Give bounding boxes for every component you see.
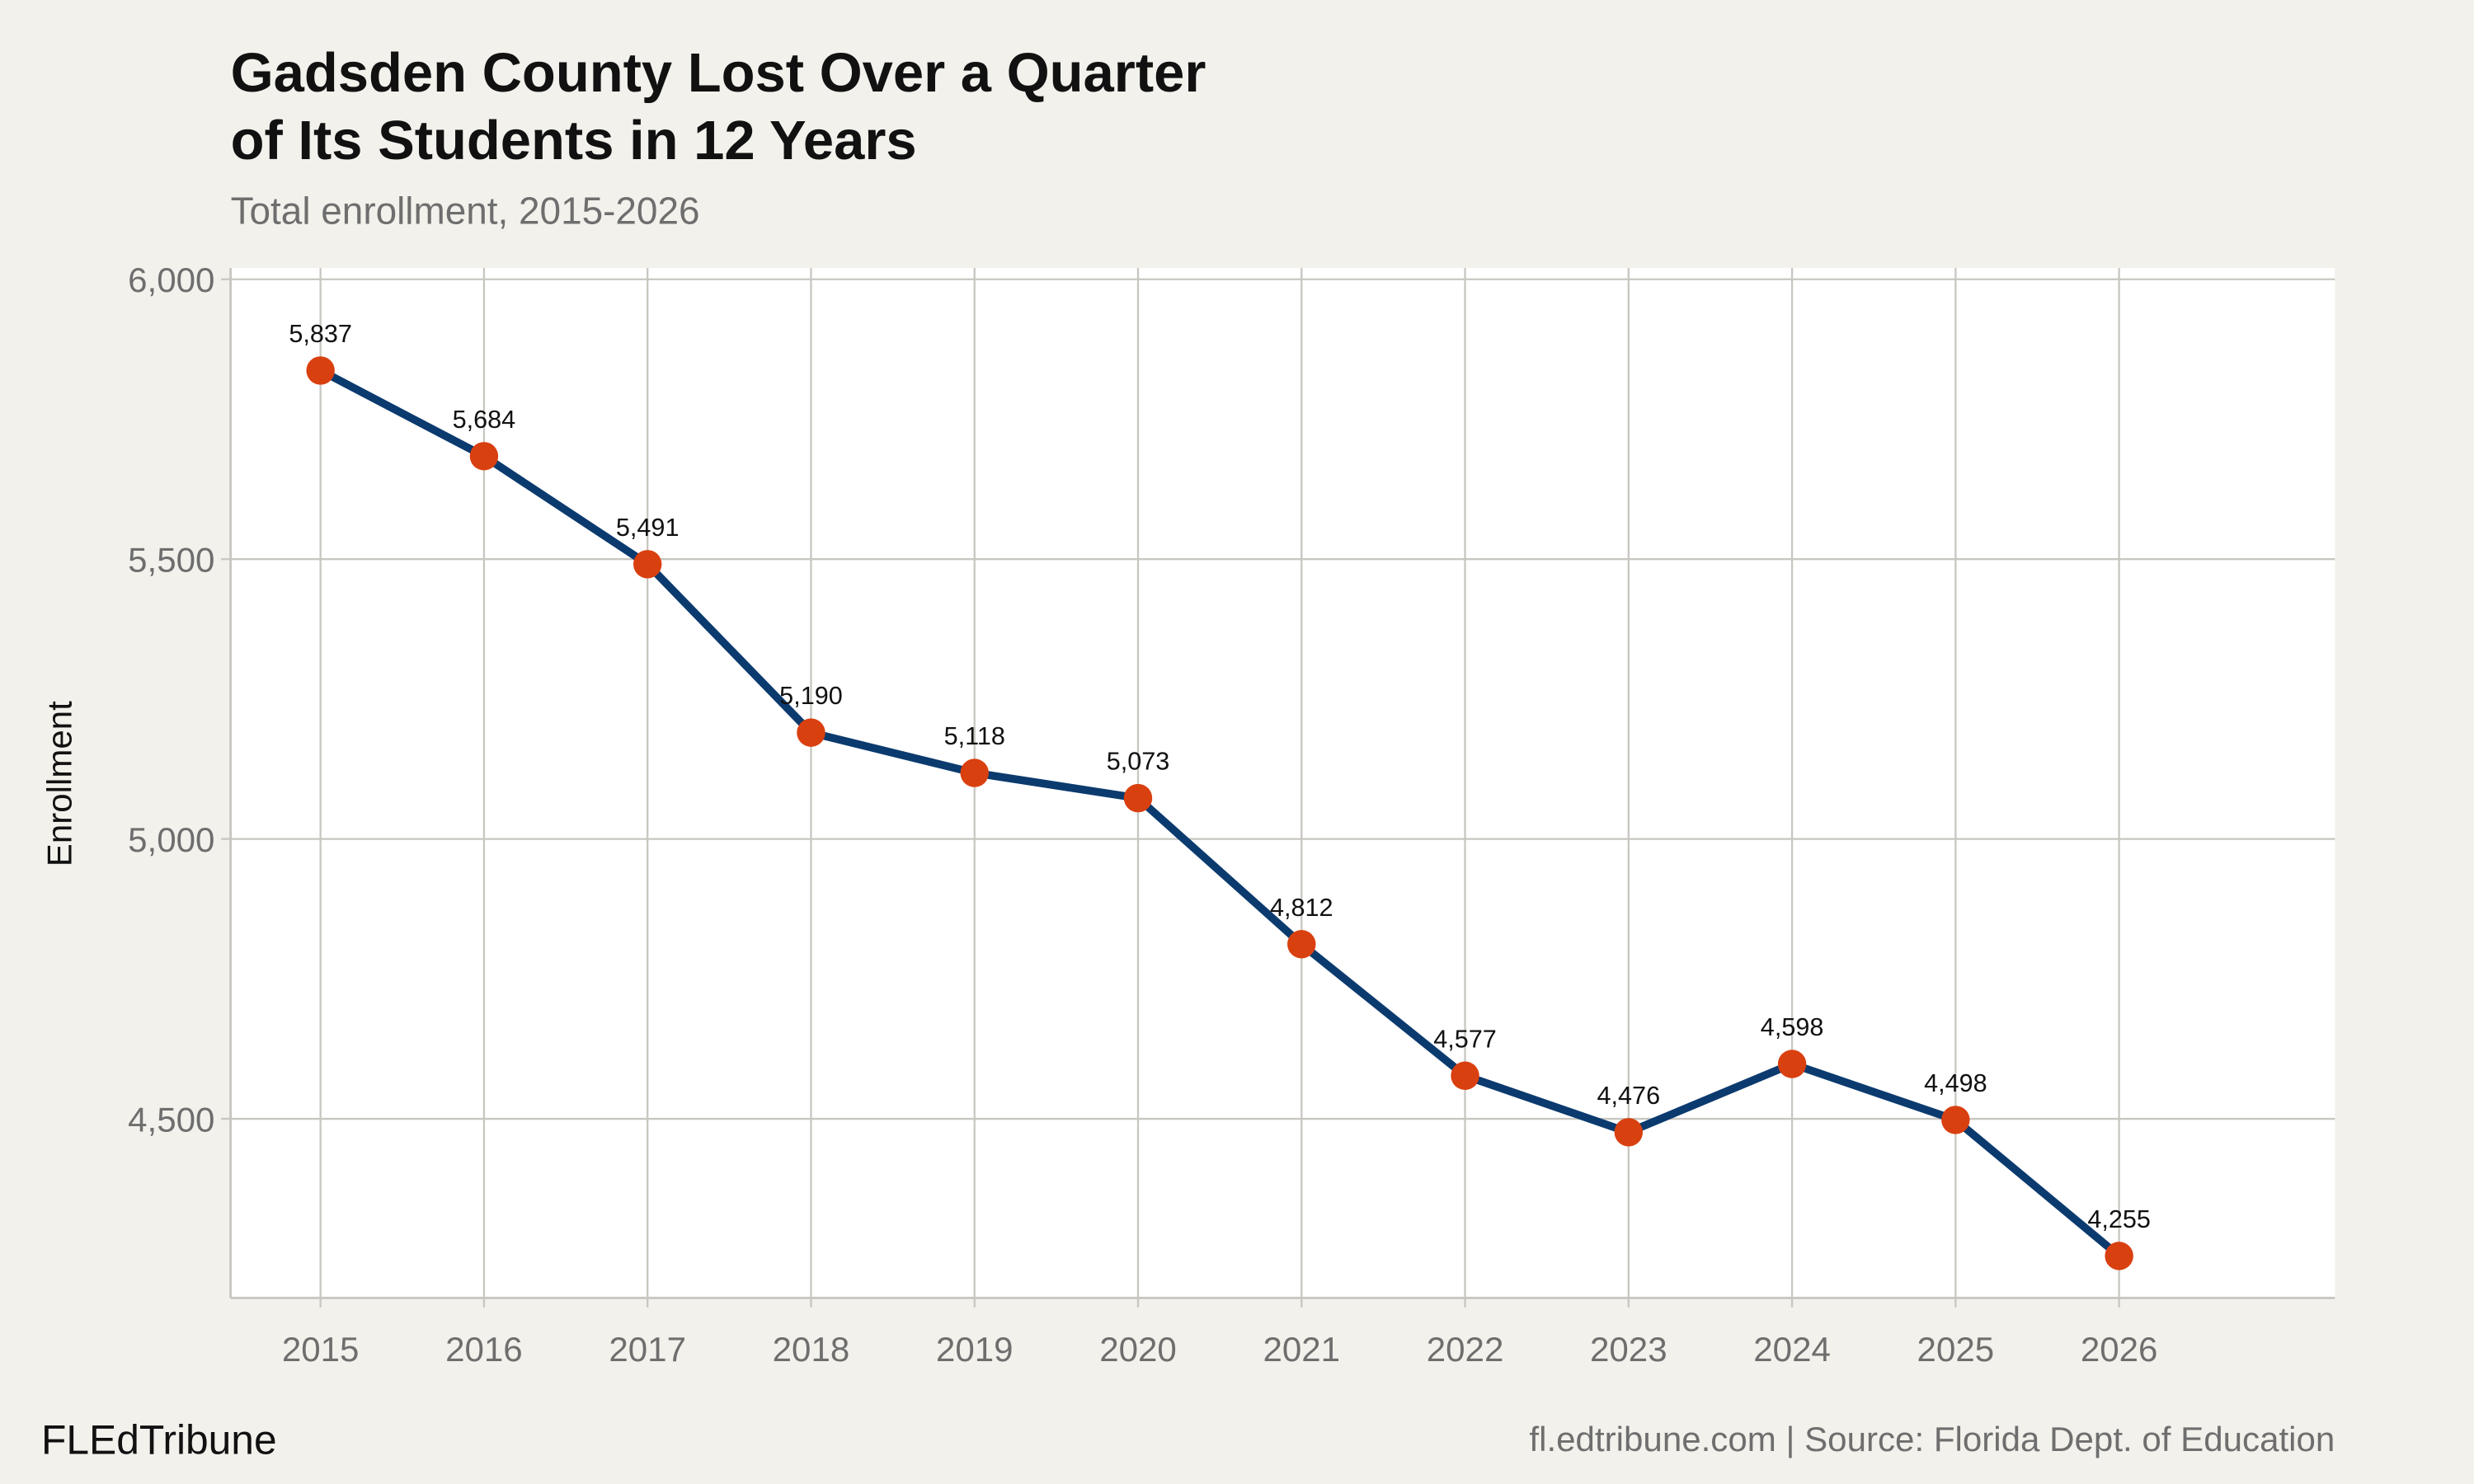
chart-title: of Its Students in 12 Years <box>231 110 917 171</box>
x-tick-label: 2025 <box>1917 1330 1995 1369</box>
data-label: 4,598 <box>1761 1013 1824 1041</box>
data-label: 4,577 <box>1433 1025 1497 1053</box>
data-point <box>469 442 499 471</box>
data-label: 4,812 <box>1270 894 1333 922</box>
data-point <box>306 356 335 385</box>
x-tick-label: 2023 <box>1590 1330 1667 1369</box>
data-label: 5,491 <box>616 514 680 542</box>
data-label: 4,255 <box>2087 1205 2151 1233</box>
data-point <box>1451 1061 1479 1090</box>
data-label: 5,190 <box>779 682 843 710</box>
data-label: 5,837 <box>289 320 352 348</box>
x-tick-label: 2017 <box>609 1330 686 1369</box>
y-tick-label: 5,000 <box>128 820 214 859</box>
data-point <box>633 550 662 579</box>
x-tick-label: 2022 <box>1427 1330 1504 1369</box>
plot-area <box>230 268 2335 1298</box>
x-tick-label: 2020 <box>1099 1330 1177 1369</box>
data-point <box>1614 1118 1644 1147</box>
x-tick-label: 2018 <box>773 1330 850 1369</box>
data-point <box>1941 1106 1970 1134</box>
series-line <box>318 367 2122 1260</box>
data-label: 5,073 <box>1107 748 1170 776</box>
source: fl.edtribune.com | Source: Florida Dept.… <box>1529 1420 2335 1458</box>
chart-subtitle: Total enrollment, 2015-2026 <box>231 190 700 232</box>
data-point <box>1123 783 1153 813</box>
x-tick-label: 2016 <box>445 1330 523 1369</box>
x-tick-label: 2019 <box>936 1330 1014 1369</box>
y-tick-label: 5,500 <box>128 540 214 579</box>
brand: FLEdTribune <box>41 1417 277 1463</box>
y-axis-label: Enrollment <box>40 701 78 866</box>
data-label: 4,476 <box>1597 1082 1661 1110</box>
data-point <box>960 758 989 787</box>
data-label: 5,118 <box>944 722 1005 750</box>
data-point <box>1777 1050 1807 1078</box>
x-tick-label: 2015 <box>282 1330 360 1369</box>
data-point <box>2105 1242 2133 1270</box>
data-point <box>1287 930 1316 959</box>
x-tick-label: 2024 <box>1753 1330 1831 1369</box>
y-tick-label: 4,500 <box>128 1100 214 1139</box>
x-tick-label: 2021 <box>1263 1330 1340 1369</box>
data-label: 4,498 <box>1924 1069 1987 1097</box>
chart-title: Gadsden County Lost Over a Quarter <box>231 42 1206 104</box>
data-point <box>797 718 825 747</box>
data-label: 5,684 <box>453 406 516 434</box>
y-tick-label: 6,000 <box>128 261 214 299</box>
x-tick-label: 2026 <box>2081 1330 2158 1369</box>
